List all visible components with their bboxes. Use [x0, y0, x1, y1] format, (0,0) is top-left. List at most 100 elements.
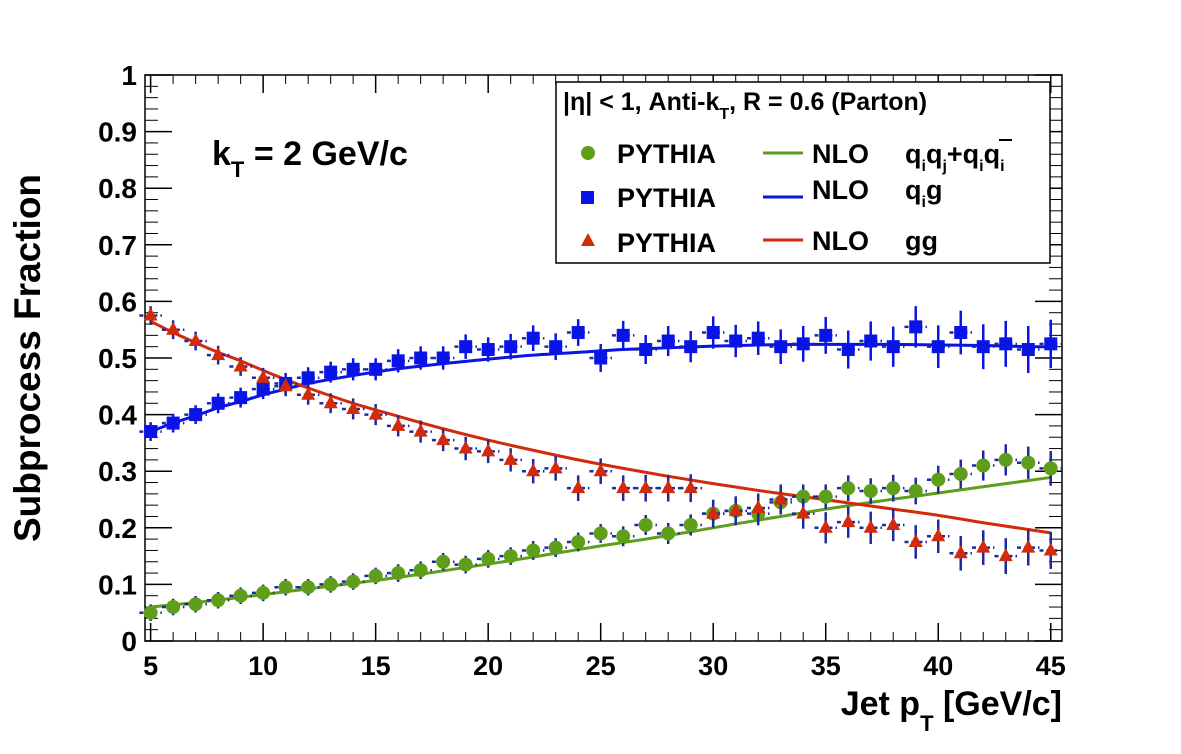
data-point-qq [143, 605, 158, 620]
data-point-qq [953, 467, 968, 482]
y-tick-label: 0.5 [98, 343, 137, 374]
data-point-qg [481, 343, 495, 357]
data-point-qq [526, 543, 541, 558]
data-point-qq [256, 585, 271, 600]
data-point-gg [953, 545, 968, 559]
nlo-curve-qq [150, 475, 1051, 609]
data-point-qg [549, 340, 563, 354]
data-point-qg [144, 425, 158, 439]
x-tick-label: 25 [586, 651, 616, 681]
data-point-gg [863, 519, 878, 533]
data-point-gg [323, 395, 338, 409]
data-point-gg [346, 400, 361, 414]
data-point-qq [1043, 461, 1058, 476]
x-tick-label: 40 [923, 651, 953, 681]
data-point-qq [863, 484, 878, 499]
data-point-qq [548, 540, 563, 555]
data-point-qg [211, 396, 225, 410]
data-point-qg [571, 326, 585, 340]
legend-header: |η| < 1, Anti-kT, R = 0.6 (Parton) [563, 88, 927, 123]
data-point-qg [886, 340, 900, 354]
data-point-qg [594, 351, 608, 365]
data-point-qg [189, 408, 203, 422]
data-point-gg [211, 347, 226, 361]
x-axis-label-rest: [GeV/c] [934, 685, 1062, 723]
data-point-qq [481, 551, 496, 566]
x-tick-label: 5 [143, 651, 158, 681]
data-point-gg [886, 516, 901, 530]
y-tick-label: 0.3 [98, 456, 137, 487]
data-point-qg [976, 340, 990, 354]
data-point-gg [571, 480, 586, 494]
data-point-qg [616, 328, 630, 342]
kt-annotation-rest: = 2 GeV/c [244, 135, 408, 173]
y-tick-labels: 0 0.1 0.2 0.3 0.4 0.5 0.6 0.7 0.8 0.9 1 [98, 60, 137, 657]
data-point-qq [503, 549, 518, 564]
data-point-qq [301, 580, 316, 595]
data-point-qg [751, 331, 765, 345]
x-axis-label-base: Jet p [841, 685, 920, 723]
data-point-gg [413, 423, 428, 437]
data-point-gg [706, 505, 721, 519]
data-point-qg [931, 340, 945, 354]
pythia-markers [139, 306, 1062, 621]
data-point-qq [638, 517, 653, 532]
data-point-qq [278, 580, 293, 595]
data-point-qq [683, 517, 698, 532]
data-point-gg [998, 548, 1013, 562]
data-point-gg [638, 480, 653, 494]
legend-label-pythia-gg: PYTHIA [617, 228, 716, 258]
data-point-qg [391, 354, 405, 368]
data-point-qg [301, 371, 315, 385]
data-point-qg [819, 328, 833, 342]
data-point-qg [684, 340, 698, 354]
kt-annotation: kT = 2 GeV/c [212, 135, 408, 182]
x-tick-label: 35 [811, 651, 841, 681]
legend-label-nlo-gg: NLO [812, 226, 869, 256]
data-point-qg [324, 365, 338, 379]
data-point-qg [661, 334, 675, 348]
data-point-qg [841, 343, 855, 357]
legend-marker-qq [581, 146, 595, 160]
data-point-qg [729, 334, 743, 348]
data-point-gg [1021, 539, 1036, 553]
data-point-qg [706, 326, 720, 340]
data-point-qq [323, 577, 338, 592]
data-point-qq [931, 472, 946, 487]
y-tick-label: 0.6 [98, 286, 137, 317]
pythia-series-qg [139, 306, 1062, 441]
legend-marker-gg [581, 233, 595, 246]
legend-label-pythia-qg: PYTHIA [617, 183, 716, 213]
data-point-gg [976, 539, 991, 553]
legend-marker-qg [581, 191, 594, 204]
y-tick-label: 0.4 [98, 400, 137, 431]
pythia-series-qq [139, 444, 1062, 621]
data-point-gg [818, 519, 833, 533]
data-point-gg [796, 505, 811, 519]
legend-header-part1: |η| < 1, Anti-k [563, 88, 719, 116]
data-point-qg [796, 337, 810, 351]
data-point-gg [301, 386, 316, 400]
data-point-qg [436, 351, 450, 365]
data-point-gg [931, 528, 946, 542]
data-point-qq [908, 484, 923, 499]
data-point-qq [593, 526, 608, 541]
data-point-gg [391, 417, 406, 431]
legend-label-pythia-qq: PYTHIA [617, 139, 716, 169]
data-point-qg [234, 391, 248, 405]
legend: |η| < 1, Anti-kT, R = 0.6 (Parton) PYTHI… [555, 81, 1051, 264]
data-point-gg [616, 480, 631, 494]
data-point-gg [773, 491, 788, 505]
data-point-gg [1043, 542, 1058, 556]
y-axis-label: Subprocess Fraction [7, 174, 48, 542]
data-point-qg [954, 326, 968, 340]
pythia-series-gg [139, 306, 1062, 574]
data-point-qg [414, 351, 428, 365]
data-point-gg [436, 432, 451, 446]
data-point-gg [526, 463, 541, 477]
data-point-qg [864, 334, 878, 348]
data-point-gg [458, 440, 473, 454]
data-point-gg [503, 451, 518, 465]
data-point-gg [368, 406, 383, 420]
data-point-gg [683, 480, 698, 494]
